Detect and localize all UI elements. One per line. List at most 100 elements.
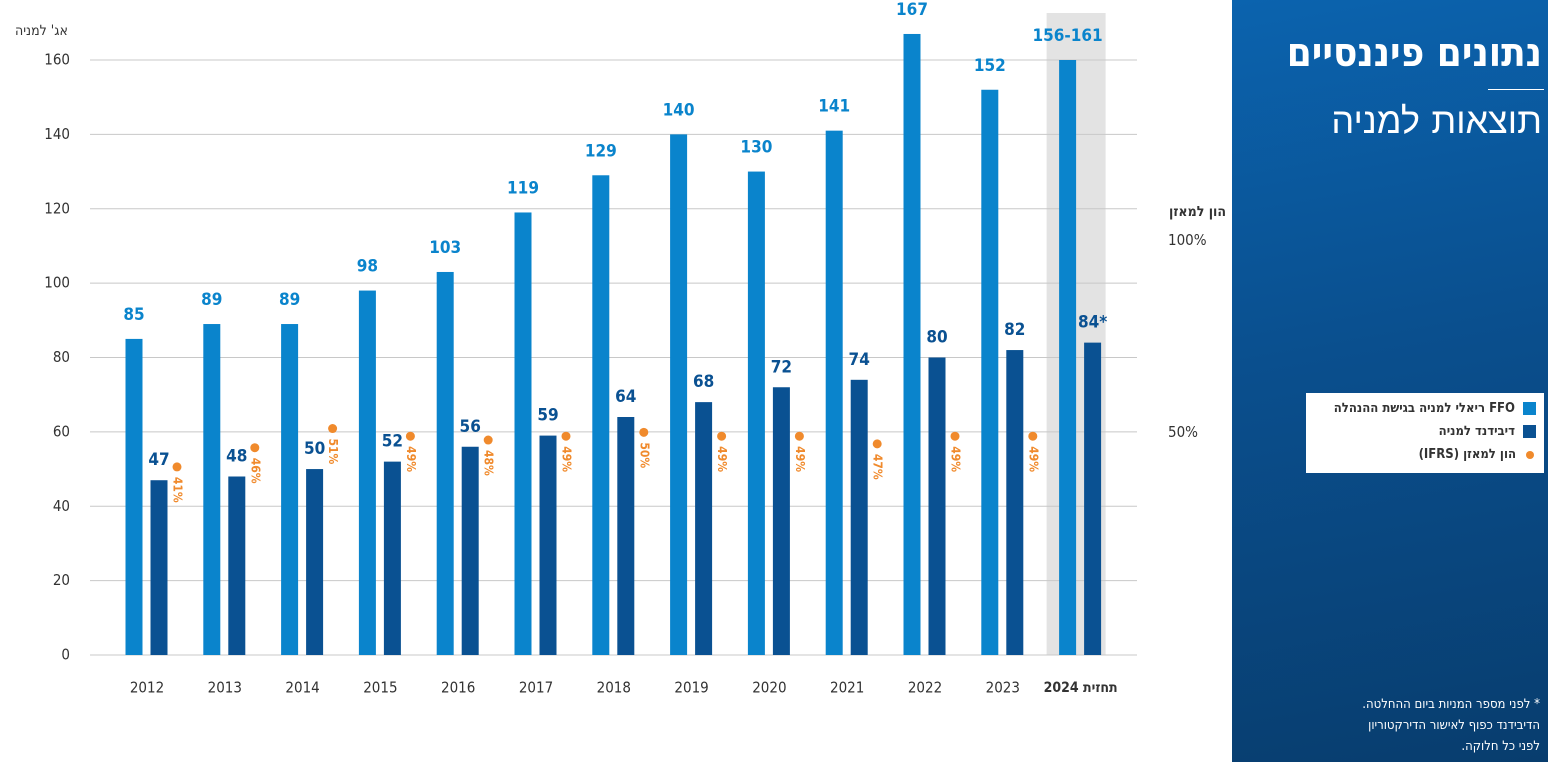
y-tick-label: 100 (44, 274, 70, 292)
bar (514, 212, 532, 655)
legend-label: FFO ריאלי למניה בגישת ההנהלה (1333, 401, 1515, 416)
bar (358, 290, 376, 655)
value-label: 48% (482, 450, 496, 476)
value-label: 156-161 (1032, 26, 1102, 46)
footnote: * לפני מספר המניות ביום ההחלטה. הדיבידנד … (1362, 694, 1540, 757)
bar (850, 379, 868, 655)
footnote-line: הדיבידנד כפוף לאישור הדירקטוריון (1368, 718, 1540, 733)
x-tick-label: תחזית 2024 (1044, 680, 1118, 696)
value-label: 72 (771, 357, 792, 377)
ratio-dot (950, 431, 960, 441)
bar (928, 357, 946, 655)
value-label: 52 (382, 432, 403, 452)
y-tick-label: 20 (53, 571, 70, 589)
ratio-dot (717, 431, 727, 441)
value-label: 49% (404, 446, 418, 472)
value-label: 84* (1078, 313, 1107, 333)
value-label: 49% (793, 446, 807, 472)
bar (306, 469, 324, 655)
chart: אג' למניה הון למאזן 0 20 40 60 80 100 120 140 16… (15, 0, 1226, 697)
value-label: 152 (974, 56, 1006, 76)
x-tick-label: 2018 (597, 679, 631, 697)
bar (203, 324, 221, 655)
bar (903, 33, 921, 655)
bar (539, 435, 557, 655)
y2-tick-label: 50% (1168, 423, 1198, 441)
x-tick-label: 2013 (208, 679, 242, 697)
value-label: 46% (248, 458, 262, 484)
value-label: 80 (926, 328, 947, 348)
legend-dot (1526, 450, 1534, 459)
side-panel: נתונים פיננסיים תוצאות למניה FFO ריאלי ל… (1232, 0, 1548, 762)
value-label: 141 (818, 97, 850, 117)
bar (228, 476, 246, 655)
value-label: 85 (123, 305, 144, 325)
ratio-dot (794, 431, 804, 441)
y-tick-label: 160 (44, 51, 70, 69)
value-label: 47% (871, 454, 885, 480)
value-label: 98 (357, 257, 378, 277)
bar (125, 338, 143, 655)
x-tick-label: 2014 (285, 679, 319, 697)
bar (150, 480, 168, 655)
bar (281, 324, 299, 655)
y-tick-label: 120 (44, 199, 70, 217)
value-label: 103 (429, 238, 461, 258)
y-tick-label: 140 (44, 125, 70, 143)
x-tick-label: 2017 (519, 679, 553, 697)
x-tick-label: 2019 (674, 679, 708, 697)
value-label: 64 (615, 387, 636, 407)
bar (981, 89, 999, 655)
bar (1006, 350, 1024, 655)
ratio-dot (250, 443, 260, 453)
bar (617, 417, 635, 655)
value-label: 49% (715, 446, 729, 472)
bar (825, 130, 843, 655)
value-label: 50% (637, 442, 651, 468)
value-label: 50 (304, 439, 325, 459)
y2-axis-label: הון למאזן (1169, 204, 1226, 220)
ratio-dot (639, 427, 649, 437)
value-label: 89 (279, 290, 300, 310)
bar (1084, 342, 1102, 655)
value-label: 130 (740, 138, 772, 158)
value-label: 129 (585, 141, 617, 161)
title: נתונים פיננסיים (1286, 30, 1542, 76)
ratio-dot (561, 431, 571, 441)
footnote-line: * לפני מספר המניות ביום ההחלטה. (1362, 697, 1540, 712)
y-tick-label: 80 (53, 348, 70, 366)
value-label: 51% (326, 439, 340, 465)
x-tick-label: 2012 (130, 679, 164, 697)
ratio-dot (405, 431, 415, 441)
value-label: 74 (849, 350, 870, 370)
bar (1059, 60, 1077, 655)
legend-swatch (1523, 425, 1536, 438)
legend-entry: FFO ריאלי למניה בגישת ההנהלה (1334, 401, 1536, 416)
x-tick-label: 2016 (441, 679, 475, 697)
legend-swatch (1523, 402, 1536, 415)
x-tick-label: 2023 (986, 679, 1020, 697)
x-tick-label: 2021 (830, 679, 864, 697)
value-label: 82 (1004, 320, 1025, 340)
legend-label: הון למאזן (IFRS) (1418, 447, 1516, 462)
x-tick-label: 2020 (752, 679, 786, 697)
value-label: 47 (148, 450, 169, 470)
value-label: 49% (560, 446, 574, 472)
ratio-dot (172, 462, 182, 472)
subtitle: תוצאות למניה (1331, 101, 1542, 142)
value-label: 89 (201, 290, 222, 310)
footnote-line: לפני כל חלוקה. (1461, 739, 1540, 754)
value-label: 48 (226, 447, 247, 467)
legend-entry: דיבידנד למניה (1439, 424, 1536, 439)
legend-entry: הון למאזן (IFRS) (1419, 447, 1536, 462)
bar (695, 402, 713, 655)
ratio-dot (328, 424, 338, 434)
value-label: 119 (507, 178, 539, 198)
ratio-dot (483, 435, 493, 445)
value-label: 56 (460, 417, 481, 437)
y-tick-label: 40 (53, 497, 70, 515)
ratio-dot (1028, 431, 1038, 441)
x-tick-label: 2022 (908, 679, 942, 697)
y-tick-label: 60 (53, 422, 70, 440)
bar (383, 461, 401, 655)
